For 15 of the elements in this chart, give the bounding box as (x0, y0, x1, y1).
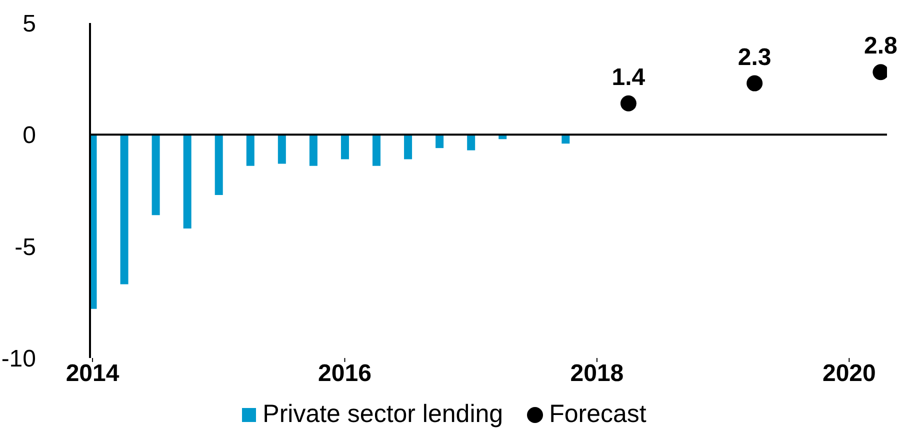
y-tick-label: 0 (22, 122, 36, 150)
y-tick-label: -10 (1, 346, 36, 373)
y-tick-label: 5 (22, 10, 36, 38)
data-label: 2.3 (738, 44, 772, 71)
x-tick-label: 2014 (66, 360, 120, 388)
x-tick-label: 2020 (822, 360, 876, 388)
data-label: 2.8 (864, 32, 898, 60)
x-tick-label: 2016 (318, 360, 372, 388)
data-label: 1.4 (612, 64, 646, 91)
y-tick-label: -5 (14, 234, 36, 261)
legend-label: Private sector lending (262, 400, 504, 429)
point (746, 75, 763, 92)
point (620, 95, 636, 112)
legend-label: Forecast (549, 400, 646, 429)
x-tick-label: 2018 (570, 360, 624, 388)
